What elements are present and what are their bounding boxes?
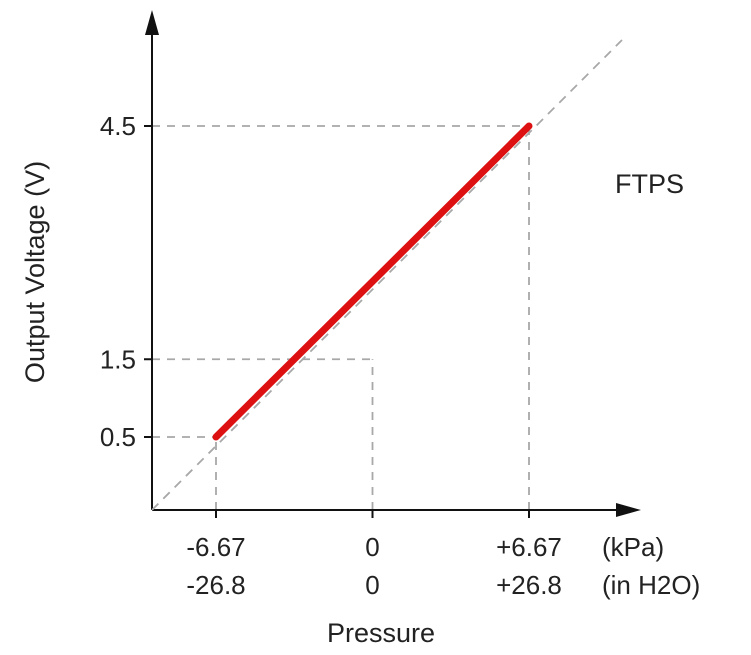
y-tick-label-2: 4.5 bbox=[100, 111, 136, 141]
series-line bbox=[212, 122, 533, 441]
x-axis-title: Pressure bbox=[327, 618, 435, 648]
reference-line-group bbox=[151, 39, 623, 511]
x-tick-label-inh2o-0: -26.8 bbox=[186, 570, 245, 600]
diagonal-reference-line bbox=[151, 39, 623, 511]
x-tick-label-kpa-0: -6.67 bbox=[186, 532, 245, 562]
x-axis-arrowhead bbox=[616, 503, 641, 517]
guide-lines bbox=[152, 125, 530, 510]
y-axis-title: Output Voltage (V) bbox=[20, 161, 50, 383]
axes bbox=[145, 10, 641, 517]
series-group bbox=[212, 122, 533, 441]
tick-labels: 0.5 1.5 4.5 -6.67 0 +6.67 -26.8 0 +26.8 bbox=[100, 111, 562, 600]
y-tick-label-1: 1.5 bbox=[100, 344, 136, 374]
x-tick-label-kpa-2: +6.67 bbox=[496, 532, 562, 562]
y-tick-label-0: 0.5 bbox=[100, 422, 136, 452]
x-tick-label-inh2o-2: +26.8 bbox=[496, 570, 562, 600]
x-units-kpa: (kPa) bbox=[602, 532, 664, 562]
x-tick-label-inh2o-1: 0 bbox=[365, 570, 379, 600]
y-axis-arrowhead bbox=[145, 10, 159, 35]
tick-marks bbox=[144, 125, 530, 518]
x-units-inh2o: (in H2O) bbox=[602, 570, 700, 600]
x-tick-label-kpa-1: 0 bbox=[365, 532, 379, 562]
series-label: FTPS bbox=[615, 169, 684, 199]
